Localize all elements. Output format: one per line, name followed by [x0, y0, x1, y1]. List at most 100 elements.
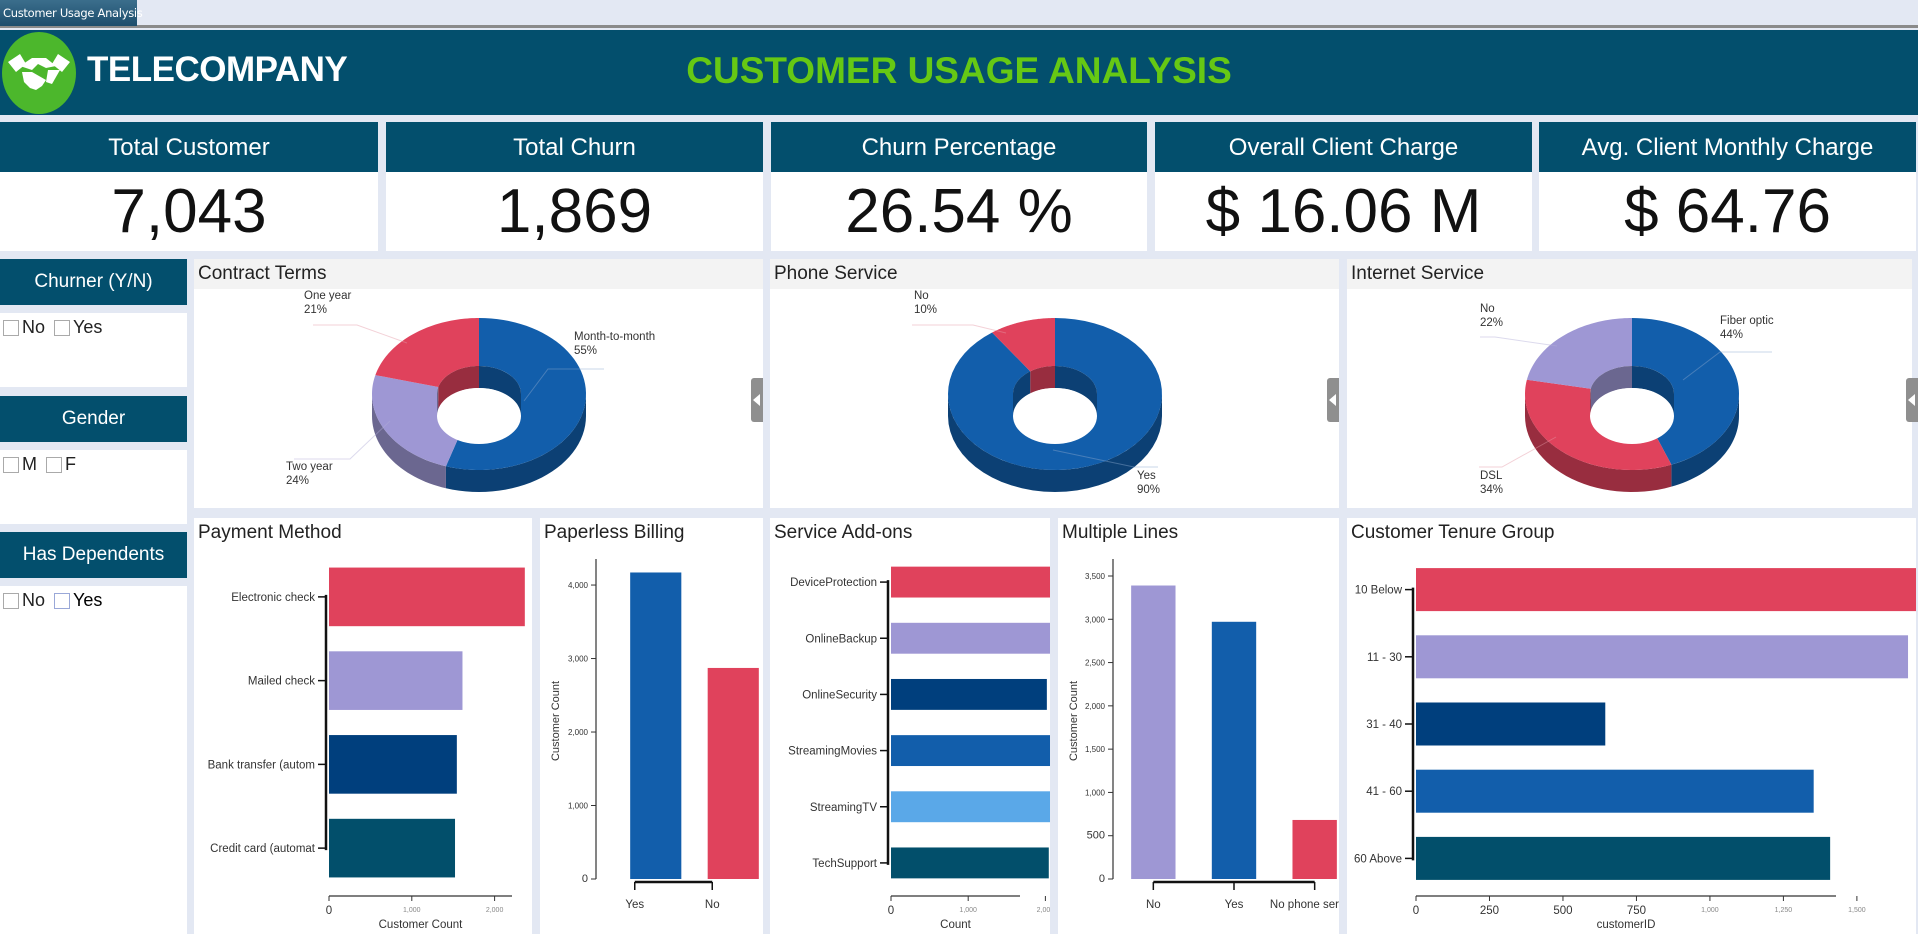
y-tick-label: Mailed check: [248, 676, 315, 688]
x-tick-label: 0: [326, 905, 332, 917]
slice-side-fiber-optic: [1671, 394, 1739, 487]
filter-churner-yes[interactable]: Yes: [54, 317, 102, 338]
filter-churner-no[interactable]: No: [3, 317, 45, 338]
payment-method-chart: Electronic check Mailed check Bank transfe…: [208, 567, 525, 931]
x-tick-label: Yes: [1225, 899, 1244, 911]
y-tick-label: StreamingMovies: [788, 746, 877, 758]
option-label: Yes: [73, 590, 103, 610]
bar-10-below: [1416, 568, 1916, 612]
service-addons-chart: DeviceProtection OnlineBackup OnlineSecuri…: [788, 566, 1050, 931]
checkbox[interactable]: [3, 319, 19, 336]
kpi-label: Total Churn: [386, 122, 763, 172]
chart-title: Internet Service: [1347, 259, 1912, 289]
y-axis-title: Customer Count: [1068, 681, 1080, 761]
leader-line: [313, 324, 408, 344]
slice-value-label: 55%: [574, 345, 597, 357]
y-tick-label: OnlineBackup: [805, 633, 877, 645]
checkbox[interactable]: [54, 319, 71, 336]
y-tick-label: 2,500: [1085, 659, 1106, 668]
x-tick-label: Yes: [625, 899, 644, 911]
y-tick-label: 3,000: [568, 655, 589, 664]
kpi-total-customer: Total Customer 7,043: [0, 122, 378, 251]
chart-title: Contract Terms: [194, 259, 763, 289]
slice-inner-wall: [437, 387, 439, 416]
y-tick-label: 3,000: [1085, 615, 1106, 624]
bar-no-phone-service: [1292, 819, 1337, 879]
y-tick-label: 1,000: [1085, 788, 1106, 797]
filter-dependents-yes[interactable]: Yes: [54, 590, 102, 611]
customer-tenure-chart: 10 Below 11 - 30 31 - 40 41 - 60 60 Above 0 25…: [1354, 568, 1916, 931]
slice-no: [1526, 318, 1632, 389]
option-label: Yes: [73, 317, 103, 337]
checkbox[interactable]: [3, 592, 19, 609]
collapse-toggle[interactable]: [1906, 378, 1918, 422]
leader-line: [523, 368, 604, 402]
contract-terms-chart: Month-to-month 55% Two year 24% One year 21%: [286, 290, 655, 492]
kpi-label: Total Customer: [0, 122, 378, 172]
bar-11-30: [1416, 635, 1909, 679]
y-tick-label: 31 - 40: [1366, 719, 1402, 731]
slice-label: Yes: [1137, 470, 1156, 482]
collapse-toggle[interactable]: [1327, 378, 1339, 422]
checkbox[interactable]: [3, 456, 19, 473]
brand-name: TELECOMPANY: [87, 50, 348, 89]
filter-dependents-no[interactable]: No: [3, 590, 45, 611]
slice-inner-wall: [1632, 366, 1674, 416]
slice-inner-wall: [1590, 388, 1591, 416]
filter-dependents-title: Has Dependents: [0, 532, 187, 578]
slice-yes: [948, 318, 1162, 470]
internet-service-chart: Fiber optic 44% DSL 34% No 22%: [1479, 303, 1774, 496]
tab-customer-usage-analysis[interactable]: Customer Usage Analysis: [0, 0, 143, 26]
leader-line: [1480, 336, 1558, 347]
y-tick-label: 10 Below: [1355, 585, 1403, 597]
y-tick-label: 0: [582, 873, 588, 885]
option-label: F: [65, 454, 77, 474]
kpi-label: Avg. Client Monthly Charge: [1539, 122, 1916, 172]
y-tick-label: 60 Above: [1354, 853, 1402, 865]
kpi-avg-monthly-charge: Avg. Client Monthly Charge $ 64.76: [1539, 122, 1916, 251]
option-label: M: [22, 454, 37, 474]
bar-streamingmovies: [891, 735, 1050, 767]
kpi-label: Churn Percentage: [771, 122, 1147, 172]
kpi-label: Overall Client Charge: [1155, 122, 1532, 172]
slice-side-dsl: [1525, 394, 1672, 492]
chart-title: Payment Method: [198, 522, 342, 543]
kpi-value: $ 64.76: [1624, 177, 1831, 246]
panel-customer-tenure: Customer Tenure Group 10 Below 11 - 30 31 …: [1347, 518, 1916, 934]
y-tick-label: TechSupport: [812, 858, 877, 870]
checkbox[interactable]: [54, 592, 71, 609]
chart-title: Multiple Lines: [1062, 522, 1179, 543]
y-tick-label: 3,500: [1085, 572, 1106, 581]
page-title: CUSTOMER USAGE ANALYSIS: [686, 50, 1232, 91]
bar-deviceprotection: [891, 566, 1050, 598]
slice-label: Fiber optic: [1720, 315, 1774, 327]
chart-title: Paperless Billing: [544, 522, 685, 543]
filter-gender-m[interactable]: M: [3, 454, 37, 475]
bar-onlinebackup: [891, 622, 1050, 654]
panel-payment-method: Payment Method Electronic check Mailed ch…: [194, 518, 532, 934]
leader-line: [294, 420, 391, 460]
y-tick-label: StreamingTV: [810, 802, 877, 814]
y-axis-title: Customer Count: [550, 681, 562, 761]
slice-no: [992, 318, 1055, 372]
y-tick-label: 500: [1087, 830, 1105, 842]
x-axis-title: customerID: [1597, 919, 1656, 931]
y-tick-label: 1,500: [1085, 745, 1106, 754]
kpi-value: 1,869: [496, 177, 653, 246]
x-tick-label: 0: [888, 905, 894, 917]
slice-value-label: 44%: [1720, 329, 1743, 341]
collapse-toggle[interactable]: [751, 378, 763, 422]
panel-paperless-billing: Paperless Billing 0 1,000 2,000 3,000 4,000 C…: [540, 518, 763, 934]
tab-bar: Customer Usage Analysis: [0, 0, 1918, 28]
slice-value-label: 10%: [914, 304, 937, 316]
slice-label: No: [914, 290, 929, 302]
panel-phone-service: Phone Service Yes 90% No 10%: [770, 259, 1339, 508]
bar-yes: [1211, 621, 1257, 879]
kpi-overall-client-charge: Overall Client Charge $ 16.06 M: [1155, 122, 1532, 251]
panel-service-addons: Service Add-ons DeviceProtection OnlineBa…: [770, 518, 1050, 934]
bar-60-above: [1416, 836, 1831, 880]
x-tick-label: No phone service: [1270, 899, 1339, 911]
filter-gender-f[interactable]: F: [46, 454, 76, 475]
x-tick-label: 1,250: [1775, 907, 1793, 914]
checkbox[interactable]: [46, 456, 63, 473]
